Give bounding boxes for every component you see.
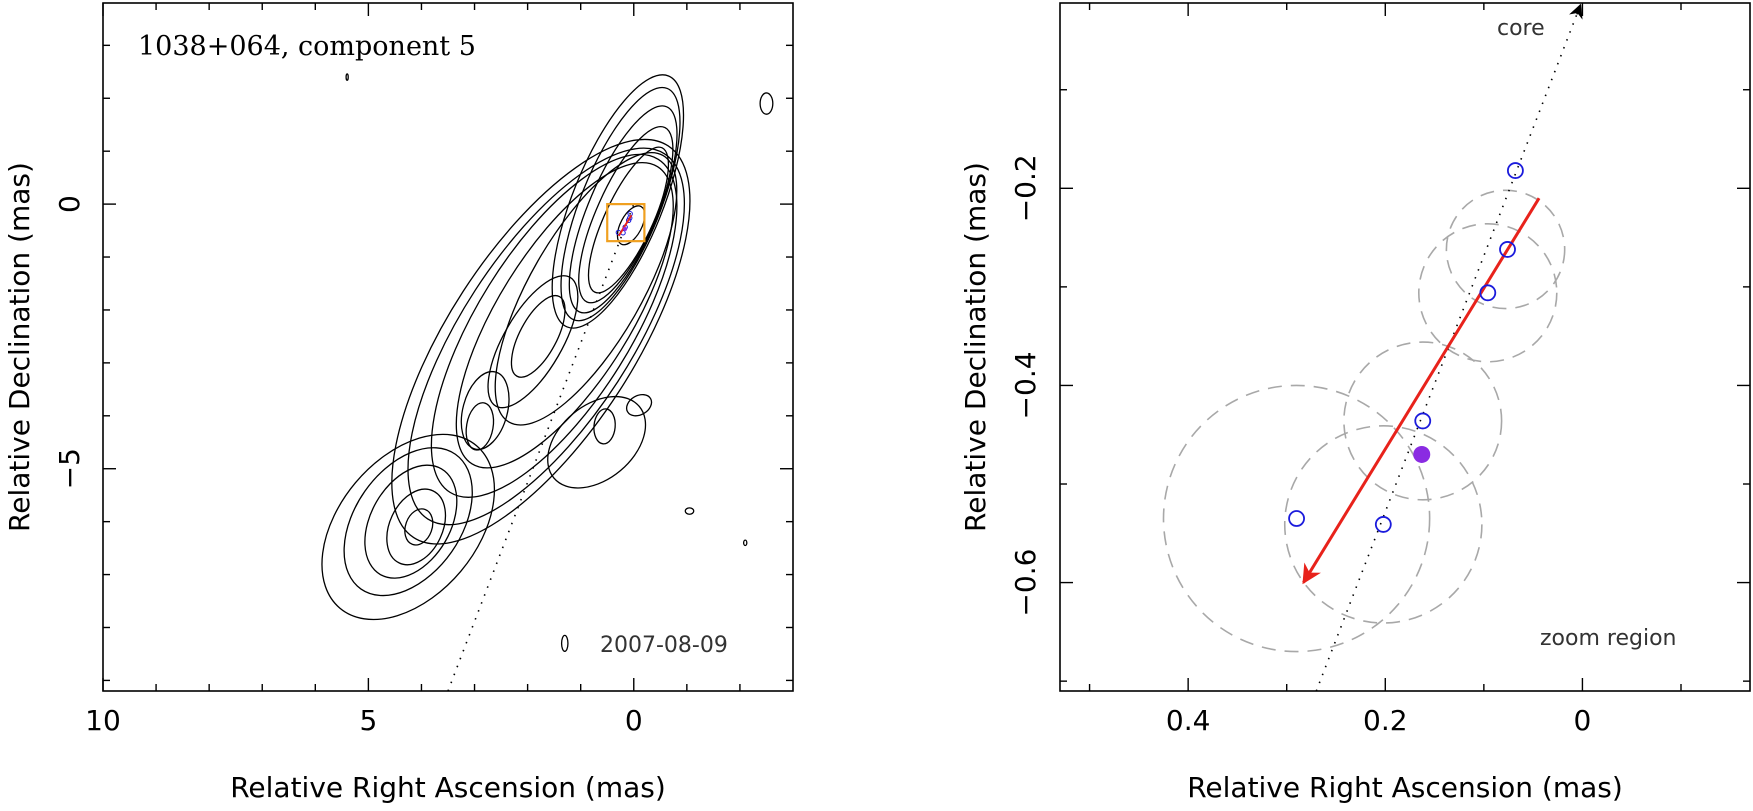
left-y-tick-label: 0 [53,195,86,213]
contour-line [343,447,473,597]
right-epoch-points [1288,162,1524,533]
contour-line [430,153,678,498]
contour-line [465,402,495,451]
right-panel: 0.4 0.2 0 −0.2 −0.4 −0.6 core zoom region Rel… [959,2,1751,804]
left-y-axis-label: Relative Declination (mas) [3,162,36,532]
left-panel-title: 1038+064, component 5 [138,31,476,62]
contour-line [407,147,686,526]
left-jet-axis [447,203,635,692]
zoom-region-label: zoom region [1540,626,1676,651]
right-y-tick-label: −0.6 [1009,549,1042,617]
contour-line [684,507,695,515]
right-x-tick-label: 0.2 [1363,704,1408,737]
epoch-point [1507,162,1524,179]
left-contours [321,73,774,652]
left-x-tick-label: 10 [85,704,121,737]
left-zoom-box [606,203,646,243]
right-x-axis-label: Relative Right Ascension (mas) [1187,771,1623,804]
mean-position-point [1413,445,1431,463]
left-panel: 10 5 0 0 −5 1038+064, component 5 2007-08-09… [3,2,794,804]
right-y-tick-label: −0.4 [1009,351,1042,419]
epoch-point [1288,510,1305,527]
uncertainty-circle [1343,341,1503,501]
core-arrow-head [1569,3,1583,20]
epoch-point [1414,412,1432,430]
zoom-mean-point [623,226,628,231]
right-x-tick-label: 0 [1574,704,1592,737]
contour-line [625,393,653,417]
right-x-tick-label: 0.4 [1166,704,1211,737]
left-y-tick-label: −5 [53,448,86,489]
contour-line [494,151,678,426]
right-fit-arrow [1302,197,1541,585]
right-core-direction [1315,3,1583,692]
contour-line [455,161,674,469]
contour-line [460,370,510,451]
left-plot-frame [102,2,794,692]
contour-line [578,125,674,304]
zoom-box [606,203,646,243]
core-label: core [1497,16,1545,41]
contour-line [510,294,566,378]
contour-line [487,275,579,409]
left-x-axis-label: Relative Right Ascension (mas) [230,771,666,804]
contour-line [386,488,447,566]
epoch-point [1374,516,1392,533]
contour-line [391,138,691,545]
core-direction-line [1315,4,1582,692]
contour-line [742,539,748,547]
right-ticks: 0.4 0.2 0 −0.2 −0.4 −0.6 [1009,3,1750,737]
zoom-fit-arrow [617,214,633,237]
contour-line [616,205,646,246]
uncertainty-circle [1283,425,1483,624]
jet-axis-line [447,203,635,692]
contour-line [759,92,774,115]
right-y-tick-label: −0.2 [1009,154,1042,222]
epoch-label: 2007-08-09 [600,633,728,658]
contour-line [551,74,685,329]
right-y-axis-label: Relative Declination (mas) [959,162,992,532]
left-ticks: 10 5 0 0 −5 [53,3,793,737]
epoch-point [1479,284,1497,302]
uncertainty-circle [1418,222,1558,363]
contour-line [560,634,569,652]
fit-arrow [1302,197,1541,585]
contour-line [345,73,349,81]
left-x-tick-label: 5 [359,704,377,737]
contour-line [547,395,647,489]
contour-line [593,408,616,445]
contour-line [364,464,458,579]
epoch-point [1499,241,1516,258]
uncertainty-circle [1445,189,1566,310]
contour-line [404,508,434,546]
left-x-tick-label: 0 [625,704,643,737]
contour-line [321,433,496,621]
uncertainty-circle [1162,384,1431,653]
contour-line [568,105,678,314]
right-plot-frame [1059,2,1751,692]
right-uncertainty-circles [1162,189,1566,653]
